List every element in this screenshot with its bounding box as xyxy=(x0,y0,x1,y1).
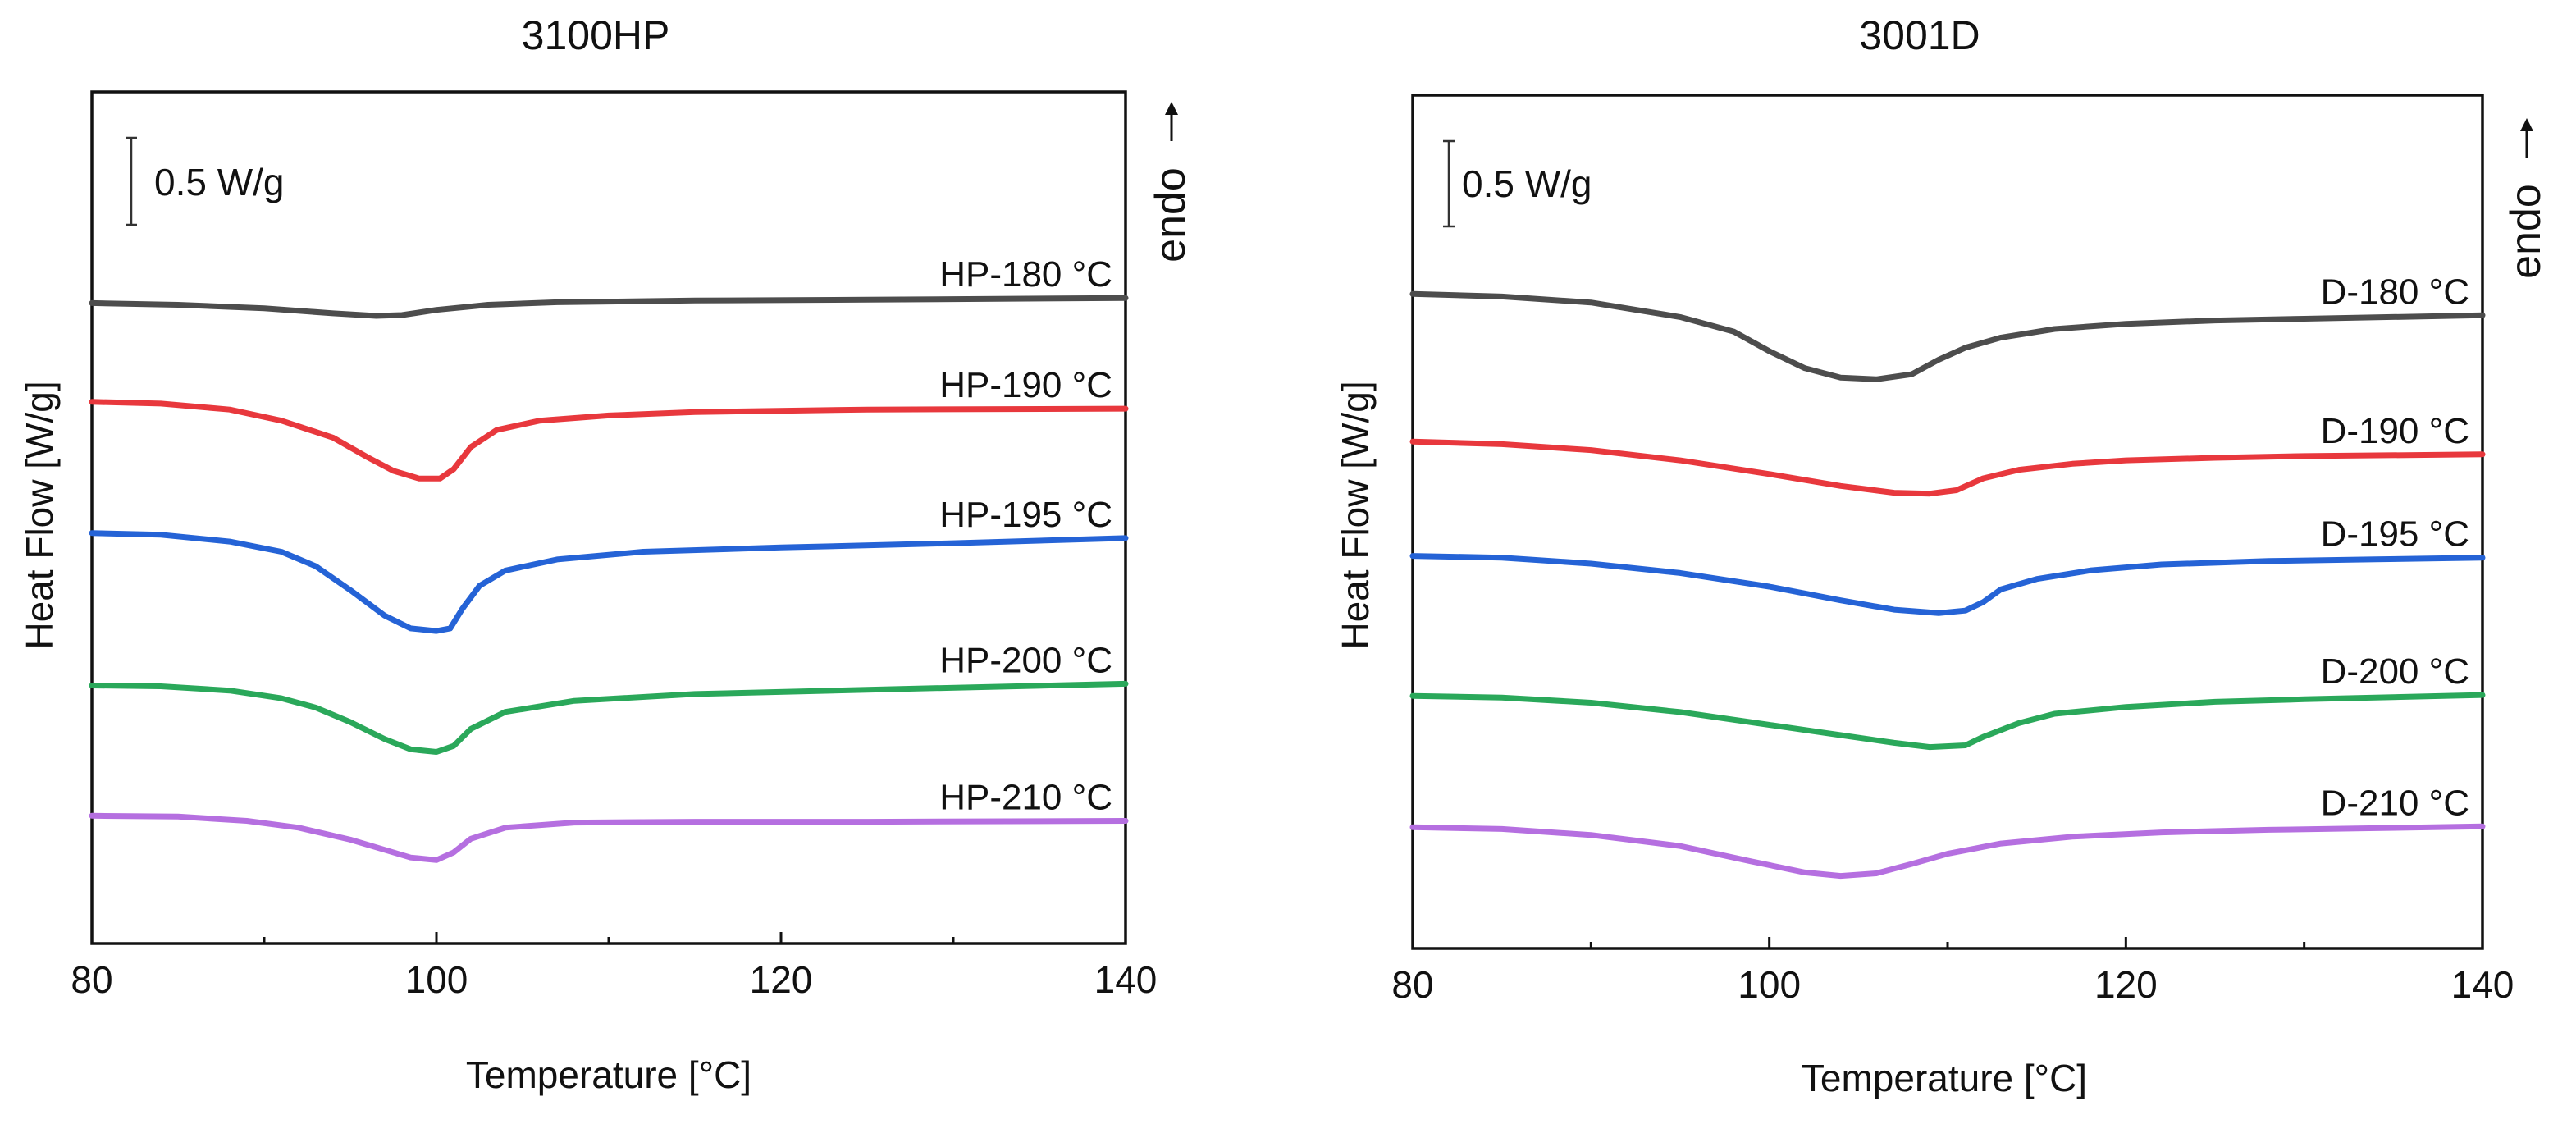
x-tick-label: 80 xyxy=(1391,963,1433,1006)
panel-title: 3100HP xyxy=(522,12,670,58)
series-label: HP-210 °C xyxy=(939,778,1112,818)
x-tick-label: 140 xyxy=(2451,963,2514,1006)
x-axis-label: Temperature [°C] xyxy=(466,1053,751,1096)
x-tick-label: 120 xyxy=(750,958,813,1001)
x-tick-label: 100 xyxy=(1738,963,1801,1006)
x-axis-label: Temperature [°C] xyxy=(1802,1057,2087,1099)
series-group: HP-180 °C HP-190 °C HP-195 °C HP-200 °C HP-2… xyxy=(89,254,1129,863)
series-line xyxy=(1409,823,2486,880)
endo-arrow-icon xyxy=(2520,118,2533,131)
series-label: D-180 °C xyxy=(2321,272,2469,312)
x-tick-label: 140 xyxy=(1094,958,1158,1001)
series-line xyxy=(89,399,1129,482)
series-line xyxy=(1409,553,2486,616)
series-line xyxy=(89,680,1129,755)
series-line xyxy=(1409,438,2486,497)
series-line xyxy=(89,295,1129,319)
series-line xyxy=(89,530,1129,634)
endo-label: endo xyxy=(1147,167,1194,263)
y-axis-label: Heat Flow [W/g] xyxy=(18,381,61,649)
panel-title: 3001D xyxy=(1859,12,1980,58)
series-label: D-210 °C xyxy=(2321,783,2469,823)
panel-3100hp: 3100HP 80 100 120 140 HP-180 °CHP-190 °CHP-… xyxy=(18,12,1194,1096)
endo-indicator: endo xyxy=(2502,118,2550,279)
scale-bar: 0.5 W/g xyxy=(1443,139,1592,228)
x-ticks: 80 100 120 140 xyxy=(1391,937,2514,1006)
endo-label: endo xyxy=(2502,184,2550,279)
series-label: HP-195 °C xyxy=(939,495,1112,535)
x-tick-label: 120 xyxy=(2094,963,2158,1006)
scale-bar-label: 0.5 W/g xyxy=(154,161,285,203)
endo-indicator: endo xyxy=(1147,102,1194,263)
series-group: D-180 °C D-190 °C D-195 °C D-200 °C D-210 °C xyxy=(1409,272,2486,880)
series-label: HP-200 °C xyxy=(939,640,1112,680)
scale-bar-label: 0.5 W/g xyxy=(1462,162,1592,205)
series-label: D-200 °C xyxy=(2321,651,2469,692)
x-tick-label: 80 xyxy=(71,958,112,1001)
panel-3001d: 3001D 80 100 120 140 D-180 °C D-190 °C D-195 … xyxy=(1334,12,2550,1099)
scale-bar: 0.5 W/g xyxy=(126,136,285,226)
x-tick-label: 100 xyxy=(405,958,468,1001)
series-label: HP-190 °C xyxy=(939,365,1112,405)
series-label: HP-180 °C xyxy=(939,254,1112,295)
series-line xyxy=(89,812,1129,863)
series-line xyxy=(1409,290,2486,382)
y-axis-label: Heat Flow [W/g] xyxy=(1334,381,1377,649)
series-label: D-190 °C xyxy=(2321,411,2469,451)
series-label: D-195 °C xyxy=(2321,514,2469,555)
endo-arrow-icon xyxy=(1165,102,1178,115)
series-line xyxy=(1409,692,2486,751)
x-ticks: 80 100 120 140 xyxy=(71,932,1157,1001)
